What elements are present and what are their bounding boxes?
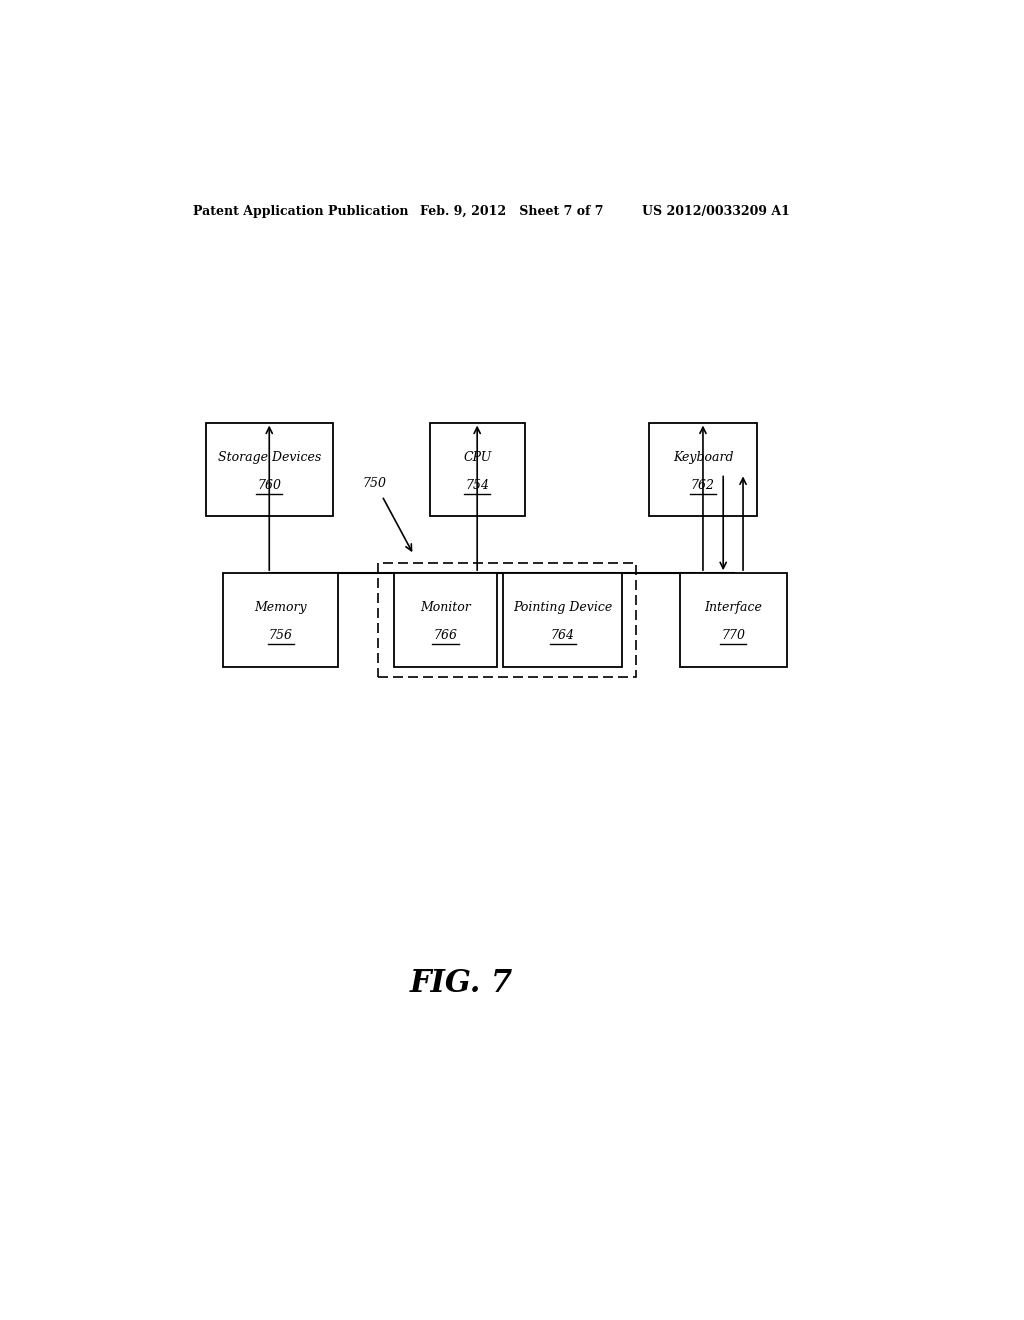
Text: Keyboard: Keyboard	[673, 450, 733, 463]
Text: Interface: Interface	[705, 601, 762, 614]
Text: US 2012/0033209 A1: US 2012/0033209 A1	[642, 205, 791, 218]
Bar	[378, 562, 636, 677]
Bar	[680, 573, 786, 667]
Text: Feb. 9, 2012   Sheet 7 of 7: Feb. 9, 2012 Sheet 7 of 7	[420, 205, 603, 218]
Text: CPU: CPU	[463, 450, 492, 463]
Text: FIG. 7: FIG. 7	[410, 968, 513, 999]
Bar	[223, 573, 338, 667]
Text: 754: 754	[465, 479, 489, 492]
Text: Pointing Device: Pointing Device	[513, 601, 612, 614]
Text: 766: 766	[433, 630, 458, 643]
Bar	[504, 573, 623, 667]
Text: 760: 760	[257, 479, 282, 492]
Text: 756: 756	[268, 630, 293, 643]
Text: Memory: Memory	[254, 601, 307, 614]
Text: 750: 750	[362, 477, 386, 490]
Text: 770: 770	[721, 630, 745, 643]
Text: Monitor: Monitor	[420, 601, 471, 614]
Bar	[649, 422, 757, 516]
Text: 764: 764	[551, 630, 574, 643]
Bar	[206, 422, 333, 516]
Text: 762: 762	[691, 479, 715, 492]
Bar	[430, 422, 525, 516]
Text: Patent Application Publication: Patent Application Publication	[194, 205, 409, 218]
Text: Storage Devices: Storage Devices	[218, 450, 321, 463]
Bar	[394, 573, 497, 667]
